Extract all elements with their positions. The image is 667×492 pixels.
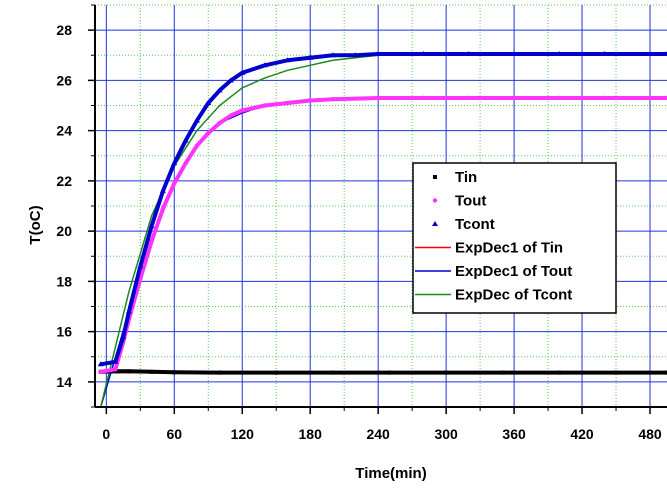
point-tcont	[97, 361, 104, 367]
point-tcont	[216, 87, 223, 93]
point-tcont	[511, 50, 518, 56]
point-tout	[421, 95, 426, 101]
x-tick-label: 360	[502, 426, 526, 442]
point-tcont	[148, 223, 155, 229]
point-tcont	[171, 160, 178, 166]
point-tin	[614, 370, 619, 375]
point-tin	[387, 370, 392, 375]
y-tick-label: 16	[56, 324, 72, 340]
point-tin	[115, 369, 120, 374]
point-tcont	[193, 117, 200, 123]
point-tcont	[307, 54, 314, 60]
legend-label-tout: Tout	[455, 193, 486, 210]
point-tcont	[664, 50, 667, 56]
x-tick-label: 240	[366, 426, 390, 442]
legend-label-expdec1-of-tout: ExpDec1 of Tout	[455, 263, 572, 280]
point-tcont	[120, 333, 127, 339]
legend-swatch-tin	[433, 175, 437, 179]
point-tcont	[284, 57, 291, 63]
legend-swatch-tcont	[432, 221, 438, 226]
legend-label-tcont: Tcont	[455, 216, 495, 233]
y-tick-label: 28	[56, 22, 72, 38]
point-tin	[172, 370, 177, 375]
point-tcont	[375, 50, 382, 56]
point-tout	[466, 95, 471, 101]
point-tout	[149, 238, 154, 244]
point-tout	[664, 95, 667, 101]
point-tcont	[239, 69, 246, 75]
y-tick-label: 22	[56, 173, 72, 189]
point-tout	[308, 98, 313, 103]
x-tick-label: 480	[638, 426, 662, 442]
point-tcont	[601, 50, 608, 56]
point-tout	[375, 95, 381, 101]
legend-label-expdec-of-tcont: ExpDec of Tcont	[455, 287, 572, 304]
point-tin	[126, 369, 131, 374]
point-tout	[602, 95, 607, 101]
point-tin	[217, 370, 222, 375]
point-tout	[194, 143, 200, 148]
point-tout	[511, 95, 517, 101]
y-tick-label: 18	[56, 273, 72, 289]
point-tin	[444, 370, 449, 375]
x-axis-title: Time(min)	[355, 465, 426, 482]
x-tick-label: 180	[299, 426, 323, 442]
point-tcont	[159, 187, 166, 193]
point-tout	[183, 161, 188, 166]
x-tick-label: 0	[102, 426, 110, 442]
y-tick-label: 20	[56, 223, 72, 239]
point-tcont	[352, 52, 359, 58]
point-tout	[160, 206, 166, 211]
y-tick-label: 24	[56, 123, 72, 139]
point-tin	[149, 369, 154, 374]
point-tout	[217, 120, 222, 126]
series-trail-tcont	[100, 52, 667, 367]
point-tout	[240, 108, 245, 113]
point-tcont	[125, 308, 132, 314]
point-tout	[285, 100, 290, 106]
point-tout	[172, 181, 177, 186]
point-tin	[665, 370, 667, 375]
point-tout	[557, 95, 562, 101]
legend-swatch-tout	[432, 198, 438, 203]
point-tcont	[556, 50, 563, 56]
x-tick-label: 420	[570, 426, 594, 442]
point-tcont	[329, 52, 336, 58]
point-tout	[206, 130, 211, 136]
point-tcont	[137, 263, 144, 269]
point-tout	[330, 97, 336, 102]
point-tcont	[205, 99, 212, 105]
point-tin	[330, 370, 335, 375]
point-tout	[98, 369, 103, 375]
point-tin	[500, 370, 505, 375]
legend-label-tin: Tin	[455, 169, 477, 186]
point-tcont	[182, 137, 189, 143]
point-tcont	[112, 358, 119, 364]
point-tcont	[261, 62, 268, 68]
x-tick-label: 120	[231, 426, 255, 442]
point-tcont	[420, 50, 427, 56]
legend-box	[412, 162, 617, 314]
point-tin	[557, 370, 562, 375]
y-tick-label: 14	[56, 374, 72, 390]
series-trail-tin	[100, 369, 667, 375]
point-tout	[228, 113, 234, 118]
point-tcont	[465, 50, 472, 56]
point-tin	[274, 370, 279, 375]
y-tick-label: 26	[56, 72, 72, 88]
y-axis-title: T(oC)	[27, 205, 44, 244]
x-tick-label: 60	[166, 426, 182, 442]
x-tick-label: 300	[434, 426, 458, 442]
point-tout	[262, 103, 268, 108]
point-tout	[113, 367, 118, 372]
legend-label-expdec1-of-tin: ExpDec1 of Tin	[455, 240, 563, 257]
point-tcont	[227, 77, 234, 83]
